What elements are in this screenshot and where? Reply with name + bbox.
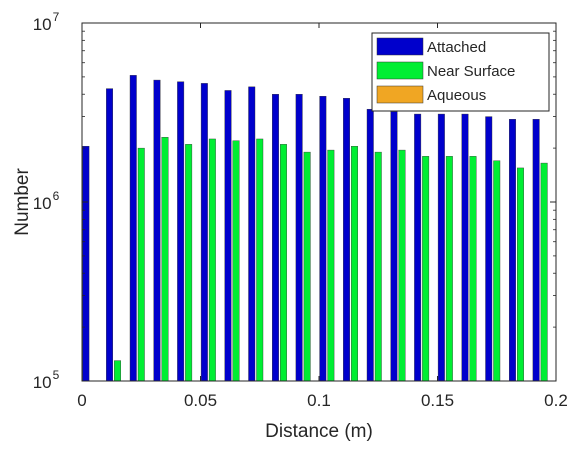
bar-attached-5 bbox=[200, 83, 208, 382]
y-tick-exponent: 5 bbox=[53, 368, 60, 382]
bar-near-surface-5 bbox=[208, 138, 216, 382]
bar-near-surface-14 bbox=[422, 156, 430, 382]
bar-near-surface-1 bbox=[114, 360, 122, 382]
bar-attached-19 bbox=[532, 119, 540, 382]
bar-attached-3 bbox=[153, 79, 161, 382]
bar-near-surface-17 bbox=[493, 160, 501, 382]
x-tick-label: 0.2 bbox=[544, 391, 568, 410]
bar-attached-18 bbox=[509, 119, 516, 382]
bar-attached-0 bbox=[82, 145, 90, 382]
bar-near-surface-12 bbox=[374, 151, 382, 382]
bar-attached-2 bbox=[129, 75, 137, 382]
bar-near-surface-3 bbox=[161, 137, 169, 382]
bar-attached-6 bbox=[224, 90, 232, 382]
bar-near-surface-6 bbox=[232, 140, 240, 382]
legend-label: Attached bbox=[427, 39, 486, 56]
bar-near-surface-7 bbox=[256, 138, 264, 382]
legend-swatch bbox=[376, 37, 424, 56]
bar-attached-13 bbox=[390, 111, 398, 382]
bar-attached-14 bbox=[414, 113, 422, 382]
bar-attached-15 bbox=[437, 113, 445, 382]
bar-near-surface-19 bbox=[540, 162, 548, 382]
bar-attached-17 bbox=[485, 116, 493, 382]
bar-near-surface-8 bbox=[280, 144, 287, 382]
legend: Attached Near Surface Aqueous bbox=[371, 32, 550, 112]
x-axis-ticks: 0 0.05 0.1 0.15 0.2 bbox=[77, 23, 568, 410]
bar-near-surface-16 bbox=[469, 156, 477, 382]
bar-near-surface-9 bbox=[303, 151, 311, 382]
bar-attached-8 bbox=[272, 94, 279, 382]
bar-attached-10 bbox=[319, 95, 327, 382]
bar-attached-1 bbox=[106, 88, 114, 382]
bar-near-surface-11 bbox=[351, 145, 358, 382]
bar-attached-16 bbox=[461, 113, 469, 382]
y-tick-exponent: 7 bbox=[53, 10, 60, 24]
x-tick-label: 0.1 bbox=[307, 391, 331, 410]
x-tick-label: 0.05 bbox=[184, 391, 217, 410]
x-tick-label: 0.15 bbox=[421, 391, 454, 410]
bar-near-surface-2 bbox=[137, 147, 145, 382]
bar-attached-12 bbox=[366, 108, 374, 382]
bar-near-surface-18 bbox=[517, 167, 524, 382]
y-axis-label: Number bbox=[12, 168, 33, 236]
x-tick-label: 0 bbox=[77, 391, 86, 410]
bar-attached-4 bbox=[177, 81, 185, 382]
bar-near-surface-10 bbox=[327, 149, 335, 382]
bar-attached-11 bbox=[343, 98, 350, 382]
bar-attached-9 bbox=[295, 94, 303, 382]
legend-swatch bbox=[376, 85, 424, 104]
legend-label: Near Surface bbox=[427, 63, 515, 80]
x-axis-label: Distance (m) bbox=[265, 421, 373, 442]
bar-attached-7 bbox=[248, 86, 256, 382]
bar-near-surface-13 bbox=[398, 149, 406, 382]
legend-swatch bbox=[376, 61, 424, 80]
y-tick-exponent: 6 bbox=[53, 189, 60, 203]
bar-near-surface-15 bbox=[445, 156, 453, 382]
legend-label: Aqueous bbox=[427, 87, 486, 104]
bar-near-surface-4 bbox=[185, 144, 193, 382]
